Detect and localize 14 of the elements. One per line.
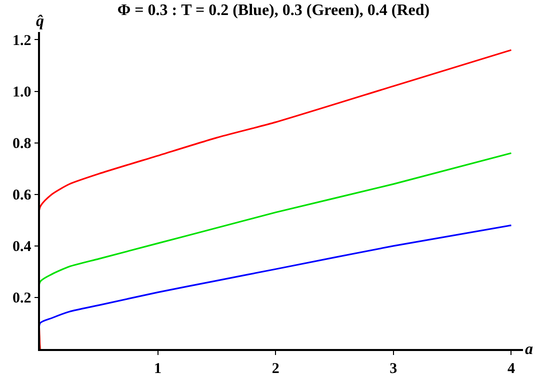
x-tick-label: 1 — [154, 360, 162, 377]
y-tick-label: 0.4 — [12, 239, 32, 256]
x-tick-label: 2 — [272, 360, 280, 377]
y-tick-label: 0.2 — [12, 290, 32, 307]
y-tick-label: 1.0 — [12, 84, 32, 101]
y-tick-label: 1.2 — [12, 32, 32, 49]
y-axis-title: q̂ — [36, 13, 44, 30]
x-tick-label: 3 — [390, 360, 398, 377]
x-tick-label: 4 — [507, 360, 516, 377]
y-tick-label: 0.8 — [12, 136, 32, 152]
x-axis-title: a — [525, 341, 533, 358]
line-series — [40, 49, 512, 349]
y-tick-label: 0.6 — [12, 188, 32, 204]
chart-title: Φ = 0.3 : T = 0.2 (Blue), 0.3 (Green), 0.4 (Red) — [117, 2, 430, 20]
